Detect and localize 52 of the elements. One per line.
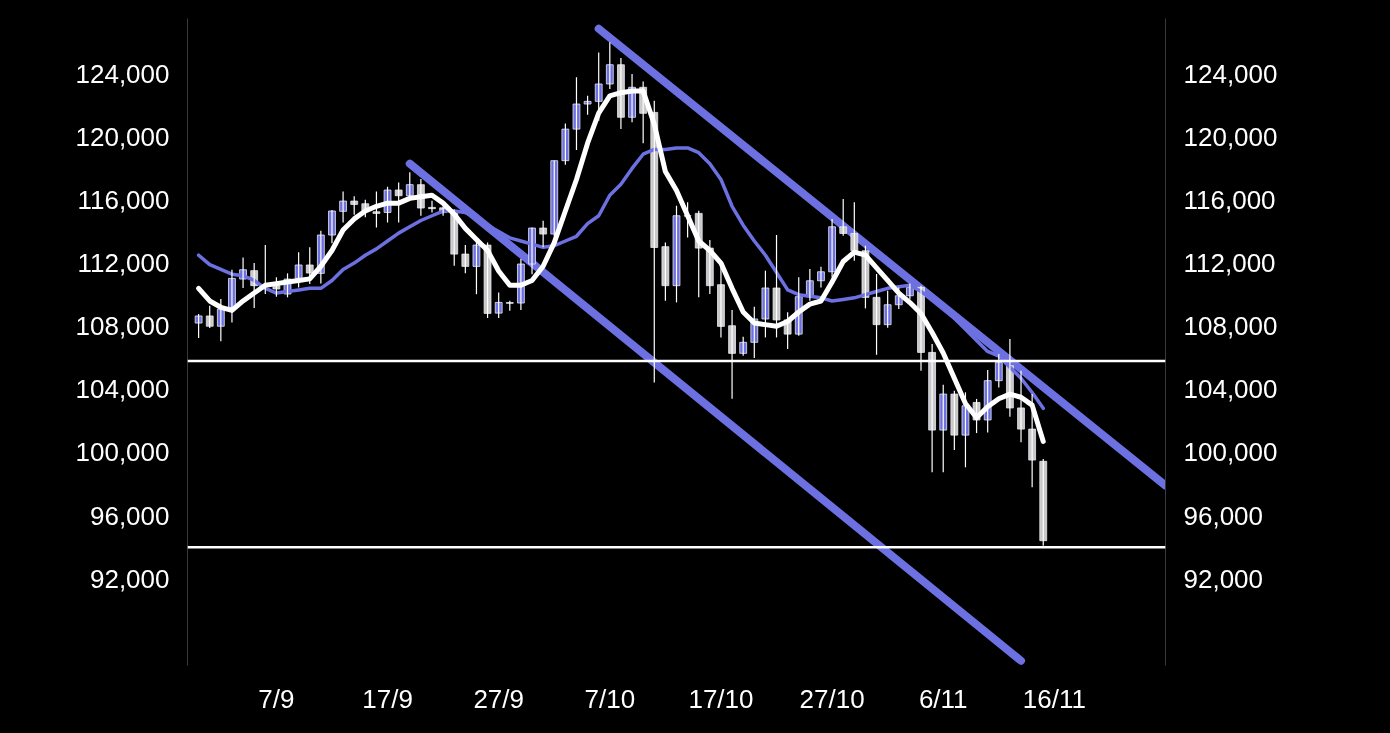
x-tick-label: 27/10 bbox=[799, 683, 865, 714]
x-tick-label: 17/9 bbox=[362, 683, 413, 714]
candlestick bbox=[305, 246, 314, 285]
candlestick bbox=[605, 41, 614, 90]
x-tick-label: 17/10 bbox=[688, 683, 754, 714]
candlestick bbox=[372, 190, 381, 229]
y2-tick-label: 96,000 bbox=[1183, 500, 1264, 531]
y2-tick-label: 120,000 bbox=[1183, 121, 1278, 152]
y2-tick-label: 112,000 bbox=[1183, 248, 1276, 279]
y2-tick-label: 116,000 bbox=[1183, 184, 1276, 215]
x-tick-label: 27/9 bbox=[473, 683, 524, 714]
candlestick bbox=[739, 336, 748, 357]
candlestick bbox=[539, 220, 547, 248]
candlestick bbox=[405, 171, 414, 199]
y-tick-label: 108,000 bbox=[75, 311, 170, 342]
candlestick bbox=[494, 291, 503, 319]
y-tick-label: 104,000 bbox=[75, 374, 170, 405]
candlestick bbox=[761, 270, 770, 339]
candlestick bbox=[483, 241, 492, 319]
candlestick bbox=[672, 205, 681, 303]
candlestick bbox=[583, 95, 592, 116]
y-tick-label: 120,000 bbox=[75, 121, 170, 152]
candlestick bbox=[561, 122, 570, 166]
y-tick-label: 112,000 bbox=[77, 248, 170, 279]
candlestick bbox=[661, 241, 670, 302]
candlestick bbox=[939, 384, 948, 473]
y2-tick-label: 124,000 bbox=[1183, 58, 1278, 89]
candlestick bbox=[350, 195, 359, 216]
x-tick-label: 16/11 bbox=[1022, 683, 1086, 714]
y-tick-label: 92,000 bbox=[89, 563, 170, 594]
y2-tick-label: 92,000 bbox=[1183, 563, 1264, 594]
candlestick bbox=[839, 198, 848, 237]
candlestick bbox=[572, 76, 581, 151]
candlestick bbox=[272, 276, 281, 298]
candlestick bbox=[872, 273, 881, 356]
candlestick bbox=[194, 313, 203, 339]
y-tick-label: 96,000 bbox=[89, 500, 170, 531]
y2-tick-label: 108,000 bbox=[1183, 311, 1278, 342]
candlestick bbox=[772, 234, 781, 339]
y2-tick-label: 104,000 bbox=[1183, 374, 1278, 405]
x-tick-label: 7/10 bbox=[584, 683, 636, 714]
candlestick bbox=[472, 240, 481, 295]
candlestick bbox=[883, 290, 892, 329]
y-tick-label: 124,000 bbox=[75, 58, 170, 89]
candlestick bbox=[461, 244, 470, 274]
candlestick bbox=[394, 181, 403, 223]
candlestick bbox=[205, 305, 214, 329]
x-tick-label: 6/11 bbox=[918, 683, 968, 714]
y2-tick-label: 100,000 bbox=[1183, 437, 1278, 468]
y-tick-label: 116,000 bbox=[77, 184, 170, 215]
y-tick-label: 100,000 bbox=[75, 437, 170, 468]
x-tick-label: 7/9 bbox=[258, 683, 295, 714]
